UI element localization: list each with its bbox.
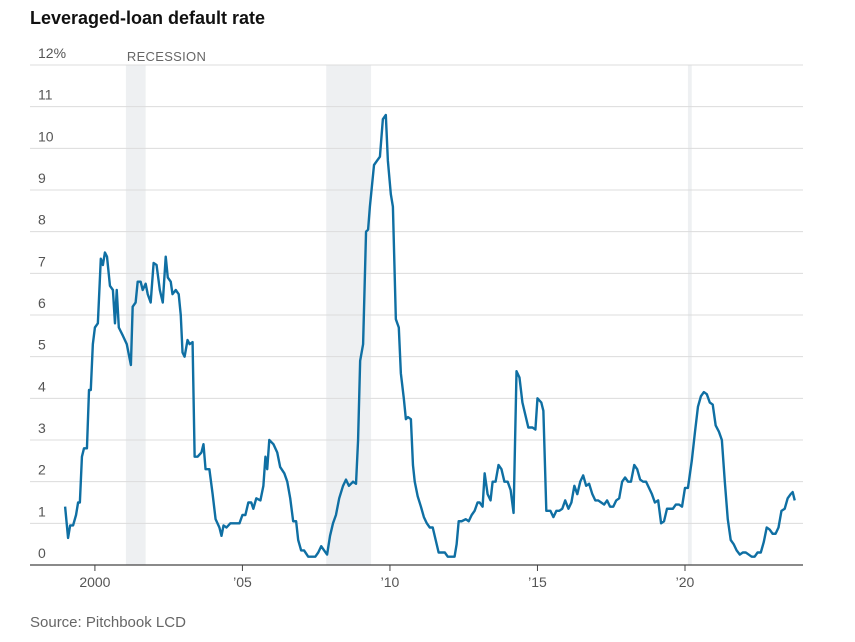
x-tick-label: 2000	[79, 574, 110, 590]
y-tick-label: 5	[38, 337, 46, 353]
x-tick-label: ’20	[676, 574, 695, 590]
x-tick-label: ’15	[528, 574, 547, 590]
y-tick-label: 8	[38, 212, 46, 228]
source: Source: Pitchbook LCD	[30, 614, 186, 631]
y-tick-label: 3	[38, 420, 46, 436]
y-tick-label: 4	[38, 378, 46, 394]
x-tick-label: ’05	[233, 574, 252, 590]
y-tick-label: 6	[38, 295, 46, 311]
line	[63, 113, 796, 558]
y-tick-label: 1	[38, 503, 46, 519]
y-tick-label: 12%	[38, 45, 66, 61]
chart-title: Leveraged-loan default rate	[30, 8, 265, 28]
y-tick-label: 7	[38, 253, 46, 269]
y-tick-label: 10	[38, 128, 54, 144]
y-tick-label: 9	[38, 170, 46, 186]
y-tick-label: 0	[38, 545, 46, 561]
y-tick-label: 2	[38, 462, 46, 478]
y-tick-label: 11	[38, 87, 53, 103]
x-tick-label: ’10	[381, 574, 400, 590]
recession-label: RECESSION	[127, 49, 206, 64]
